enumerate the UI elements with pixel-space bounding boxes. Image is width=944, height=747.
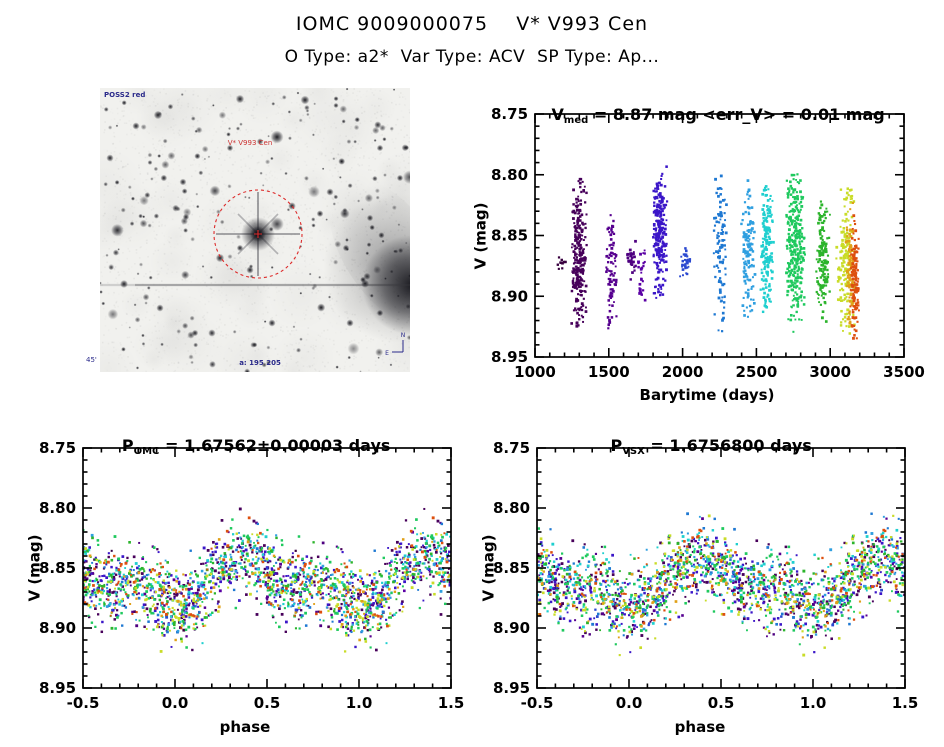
lightcurve-time-ylabel: V (mag) — [472, 201, 490, 270]
phaseplot-vsx-xlabel: phase — [674, 718, 726, 736]
phaseplot-vsx-ylabel: V (mag) — [480, 534, 498, 602]
phaseplot-omc-title: POMC = 1.67562±0.00003 days — [121, 436, 391, 457]
lightcurve-time-canvas — [470, 100, 944, 410]
lightcurve-time-xlabel: Barytime (days) — [639, 386, 775, 404]
lightcurve-time-title: Vmed = 8.87 mag <err_V> = 0.01 mag — [551, 105, 885, 126]
phaseplot-omc-xlabel: phase — [219, 718, 271, 736]
phaseplot-omc-ylabel: V (mag) — [26, 534, 44, 602]
phaseplot-vsx-canvas — [475, 435, 925, 747]
page-title: IOMC 9009000075 V* V993 Cen — [295, 13, 649, 35]
phaseplot-omc-canvas — [20, 435, 470, 747]
page-subtitle: O Type: a2* Var Type: ACV SP Type: Ap... — [284, 47, 660, 67]
finder-chart-canvas — [100, 88, 410, 372]
finder-corner-label: 45' — [86, 356, 97, 364]
phaseplot-vsx-title: PVSX = 1.6756800 days — [610, 436, 812, 457]
